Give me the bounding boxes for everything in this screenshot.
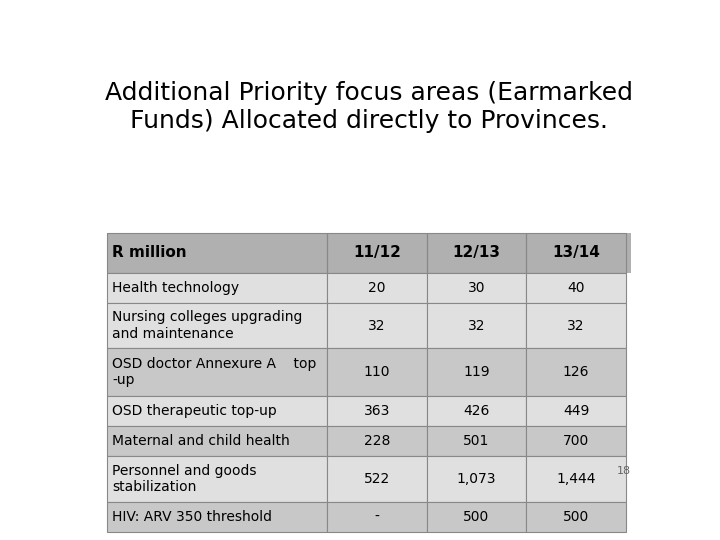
- Bar: [526, 456, 626, 502]
- Bar: [526, 302, 626, 348]
- Text: OSD therapeutic top-up: OSD therapeutic top-up: [112, 404, 277, 418]
- Text: 18: 18: [617, 467, 631, 476]
- Text: -: -: [374, 510, 379, 524]
- Bar: [526, 348, 626, 396]
- Text: 500: 500: [464, 510, 490, 524]
- Bar: [526, 396, 626, 426]
- Text: 12/13: 12/13: [453, 246, 500, 260]
- Text: 30: 30: [468, 281, 485, 295]
- Text: OSD doctor Annexure A    top
-up: OSD doctor Annexure A top -up: [112, 357, 317, 387]
- Text: Personnel and goods
stabilization: Personnel and goods stabilization: [112, 464, 257, 494]
- Text: 119: 119: [463, 365, 490, 379]
- Text: 32: 32: [468, 319, 485, 333]
- Text: 449: 449: [563, 404, 590, 418]
- Text: Nursing colleges upgrading
and maintenance: Nursing colleges upgrading and maintenan…: [112, 310, 302, 341]
- Bar: [107, 426, 327, 456]
- Bar: [327, 348, 427, 396]
- Bar: [427, 233, 526, 273]
- Bar: [107, 348, 327, 396]
- Bar: [327, 302, 427, 348]
- Bar: [327, 233, 427, 273]
- Text: 40: 40: [567, 281, 585, 295]
- Text: 126: 126: [563, 365, 590, 379]
- Bar: [427, 273, 526, 302]
- Text: 426: 426: [464, 404, 490, 418]
- Bar: [327, 426, 427, 456]
- Bar: [107, 273, 327, 302]
- Text: R million: R million: [112, 246, 187, 260]
- Bar: [107, 233, 631, 273]
- Bar: [427, 502, 526, 532]
- Bar: [107, 456, 327, 502]
- Text: HIV: ARV 350 threshold: HIV: ARV 350 threshold: [112, 510, 272, 524]
- Text: Maternal and child health: Maternal and child health: [112, 434, 290, 448]
- Text: 32: 32: [368, 319, 386, 333]
- Text: Additional Priority focus areas (Earmarked
Funds) Allocated directly to Province: Additional Priority focus areas (Earmark…: [105, 82, 633, 133]
- Text: 20: 20: [368, 281, 386, 295]
- Bar: [526, 426, 626, 456]
- Text: 228: 228: [364, 434, 390, 448]
- Bar: [107, 302, 327, 348]
- Text: 1,444: 1,444: [557, 472, 596, 486]
- Bar: [526, 273, 626, 302]
- Bar: [427, 396, 526, 426]
- Text: 500: 500: [563, 510, 589, 524]
- Bar: [327, 502, 427, 532]
- Text: 522: 522: [364, 472, 390, 486]
- Text: 110: 110: [364, 365, 390, 379]
- Bar: [107, 502, 327, 532]
- Bar: [327, 396, 427, 426]
- Text: 32: 32: [567, 319, 585, 333]
- Bar: [427, 426, 526, 456]
- Bar: [526, 233, 626, 273]
- Bar: [107, 233, 327, 273]
- Text: 13/14: 13/14: [552, 246, 600, 260]
- Text: 700: 700: [563, 434, 589, 448]
- Bar: [107, 396, 327, 426]
- Text: 11/12: 11/12: [353, 246, 401, 260]
- Bar: [327, 456, 427, 502]
- Text: 1,073: 1,073: [456, 472, 496, 486]
- Bar: [427, 348, 526, 396]
- Bar: [526, 502, 626, 532]
- Text: Health technology: Health technology: [112, 281, 240, 295]
- Text: 363: 363: [364, 404, 390, 418]
- Bar: [327, 273, 427, 302]
- Bar: [427, 456, 526, 502]
- Text: 501: 501: [464, 434, 490, 448]
- Bar: [427, 302, 526, 348]
